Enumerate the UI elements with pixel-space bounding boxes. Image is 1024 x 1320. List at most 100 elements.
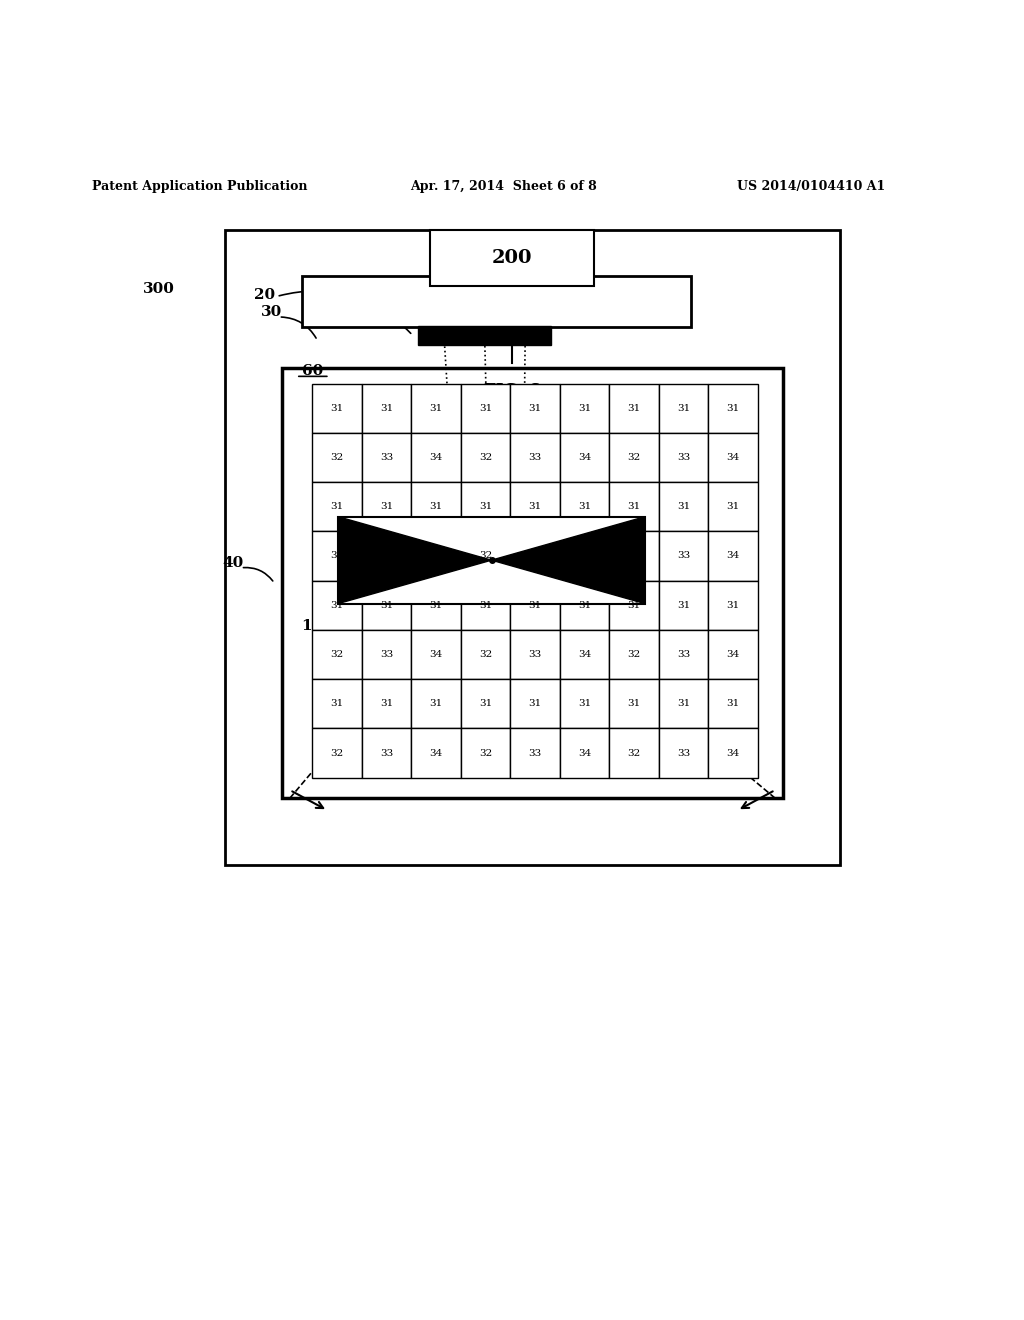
Text: 300: 300 [142,282,175,296]
Text: 33: 33 [677,453,690,462]
Text: 31: 31 [528,601,542,610]
Bar [312,482,361,532]
Text: 31: 31 [578,601,591,610]
Bar [560,433,609,482]
Bar [609,384,658,433]
Text: 32: 32 [479,649,493,659]
Bar [461,532,510,581]
Bar [412,581,461,630]
Bar [609,532,658,581]
Bar [361,433,412,482]
Text: 34: 34 [726,453,739,462]
Bar [312,433,361,482]
Bar [658,680,709,729]
Text: 34: 34 [578,748,591,758]
Bar [510,680,560,729]
Text: 31: 31 [331,502,344,511]
Bar [361,581,412,630]
Bar [312,630,361,680]
Bar [361,384,412,433]
Bar [412,532,461,581]
Text: 32: 32 [331,453,344,462]
Bar [609,433,658,482]
Polygon shape [492,516,645,603]
Text: 31: 31 [677,700,690,709]
Bar [560,581,609,630]
Text: 31: 31 [429,700,442,709]
Text: 31: 31 [331,404,344,413]
Text: 31: 31 [528,404,542,413]
Text: Apr. 17, 2014  Sheet 6 of 8: Apr. 17, 2014 Sheet 6 of 8 [410,181,596,194]
Text: 33: 33 [528,552,542,561]
Bar [461,384,510,433]
Bar [709,433,758,482]
Bar [461,630,510,680]
Text: 20: 20 [254,289,274,302]
Bar [361,729,412,777]
Text: 32: 32 [479,552,493,561]
Text: 31: 31 [380,601,393,610]
Bar [412,680,461,729]
Bar [412,630,461,680]
Bar [461,581,510,630]
Bar [658,433,709,482]
Bar [430,230,594,286]
Bar [225,230,840,865]
Text: 31: 31 [726,502,739,511]
Bar [412,433,461,482]
Bar [658,482,709,532]
Text: 31: 31 [628,700,641,709]
Polygon shape [338,516,492,603]
Text: 34: 34 [726,552,739,561]
Text: 31: 31 [331,601,344,610]
Text: 31: 31 [528,700,542,709]
Bar [609,680,658,729]
Bar [461,482,510,532]
Text: 34: 34 [429,453,442,462]
Bar [658,729,709,777]
Text: 34: 34 [429,748,442,758]
Bar [658,581,709,630]
Text: 31: 31 [380,502,393,511]
Bar [361,630,412,680]
Bar [338,516,645,603]
Bar [609,729,658,777]
Text: 31: 31 [479,601,493,610]
Bar [361,482,412,532]
Text: 31: 31 [528,502,542,511]
Text: 31: 31 [677,502,690,511]
Text: 31: 31 [578,700,591,709]
Text: 32: 32 [628,649,641,659]
Text: 31: 31 [677,404,690,413]
Text: FIG. 6: FIG. 6 [484,383,540,399]
Text: 34: 34 [578,649,591,659]
Bar [709,532,758,581]
Bar [709,729,758,777]
Text: 60: 60 [302,364,323,379]
Text: 31: 31 [380,404,393,413]
Text: 31: 31 [479,502,493,511]
Bar [312,532,361,581]
Bar [302,276,691,327]
Bar [312,384,361,433]
Text: 31: 31 [429,404,442,413]
Bar [361,532,412,581]
Text: 33: 33 [380,552,393,561]
Bar [560,384,609,433]
Text: 31: 31 [578,502,591,511]
Bar [658,630,709,680]
Text: 200: 200 [492,249,532,267]
Bar [560,532,609,581]
Text: 31: 31 [479,404,493,413]
Bar [560,729,609,777]
Bar [461,433,510,482]
Bar [609,630,658,680]
Text: 32: 32 [628,748,641,758]
Text: 32: 32 [331,552,344,561]
Text: 34: 34 [429,552,442,561]
Text: 33: 33 [380,649,393,659]
Text: 30: 30 [261,305,282,319]
Bar [312,729,361,777]
Bar [560,630,609,680]
Bar [609,581,658,630]
